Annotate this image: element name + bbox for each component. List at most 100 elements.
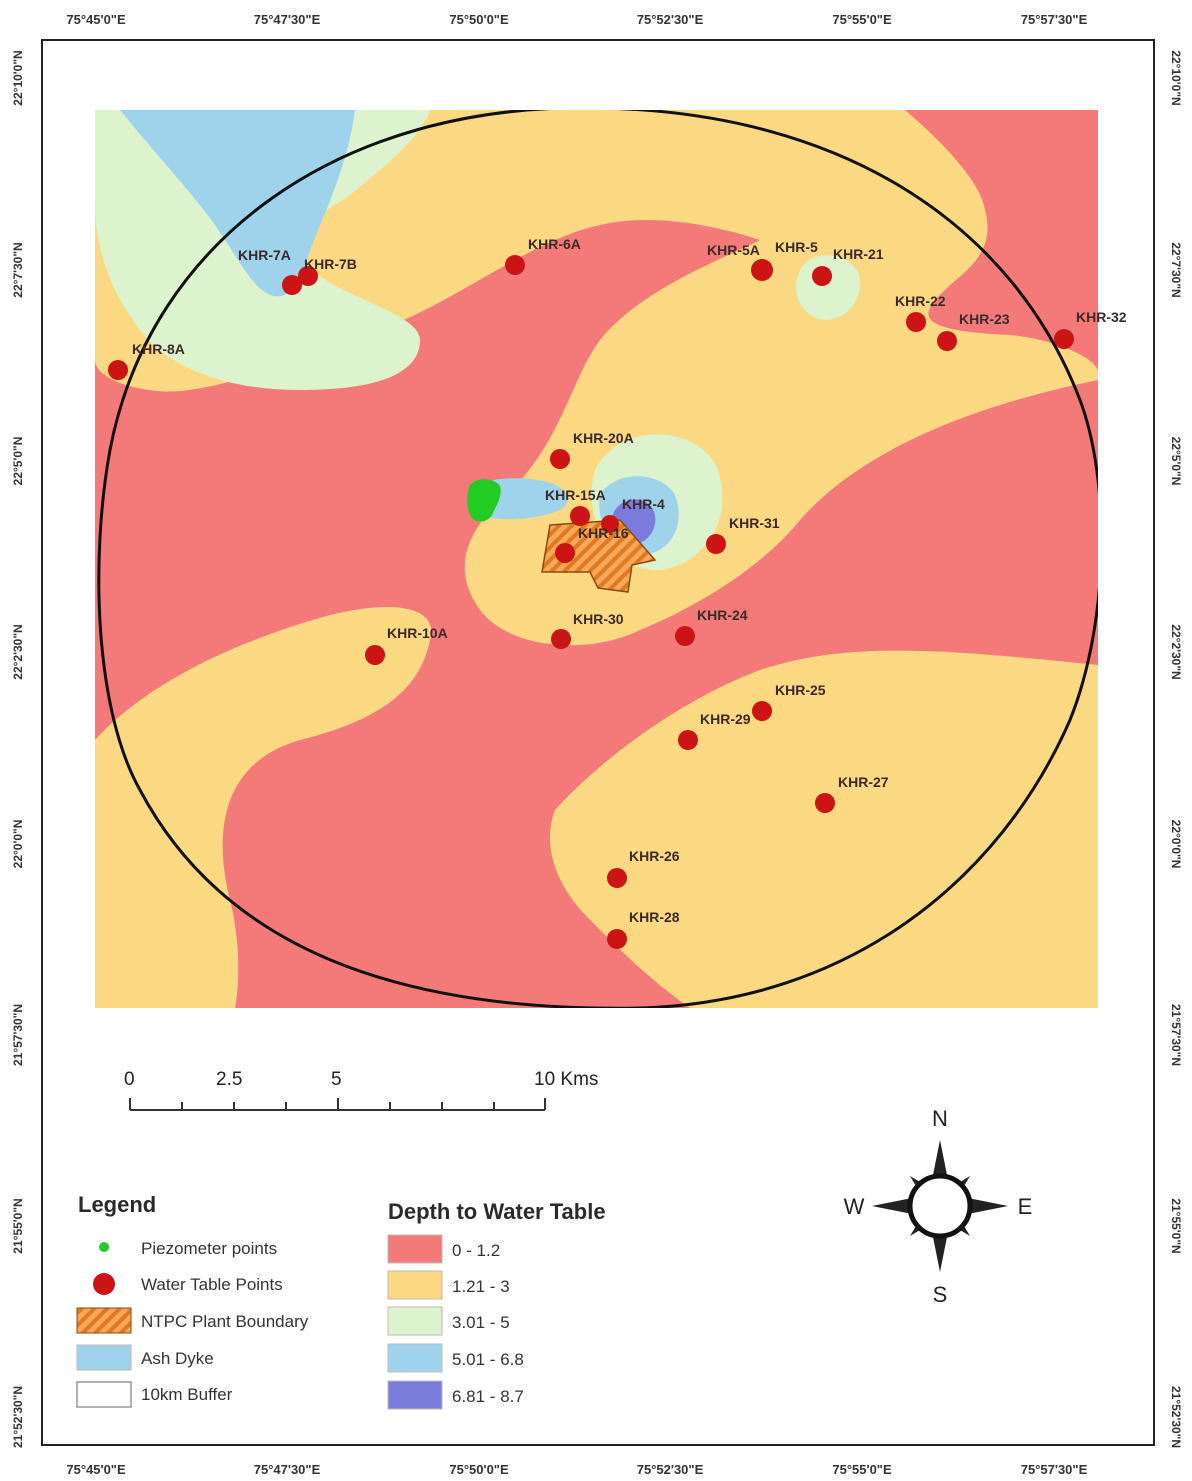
label-khr-27: KHR-27 bbox=[838, 774, 889, 790]
depth-class-5-swatch bbox=[387, 1380, 443, 1410]
point-khr-16[interactable] bbox=[555, 543, 575, 563]
bottom-tick-4: 75°52'30"E bbox=[637, 1462, 704, 1477]
label-khr-7b: KHR-7B bbox=[304, 256, 357, 272]
point-khr-15a[interactable] bbox=[570, 506, 590, 526]
point-khr-6a[interactable] bbox=[505, 255, 525, 275]
scale-label-10-kms: 10 Kms bbox=[534, 1069, 598, 1090]
legend: Legend Piezometer points Water Table Poi… bbox=[76, 1192, 309, 1408]
label-khr-31: KHR-31 bbox=[729, 515, 780, 531]
right-tick-5: 22°0'0"N bbox=[1169, 820, 1183, 869]
left-tick-8: 21°52'30"N bbox=[11, 1386, 25, 1448]
right-axis-labels: 22°10'0"N 22°7'30"N 22°5'0"N 22°2'30"N 2… bbox=[1169, 50, 1183, 1448]
right-tick-8: 21°52'30"N bbox=[1169, 1386, 1183, 1448]
compass-point-east bbox=[968, 1198, 1008, 1214]
piezometer-cluster bbox=[467, 479, 501, 522]
left-tick-4: 22°2'30"N bbox=[11, 624, 25, 679]
bottom-tick-5: 75°55'0"E bbox=[832, 1462, 892, 1477]
right-tick-1: 22°10'0"N bbox=[1169, 50, 1183, 105]
label-khr-20a: KHR-20A bbox=[573, 430, 634, 446]
left-tick-3: 22°5'0"N bbox=[11, 437, 25, 486]
compass-point-north bbox=[932, 1140, 948, 1180]
legend-ash-dyke-label: Ash Dyke bbox=[141, 1349, 214, 1368]
legend-water-table-label: Water Table Points bbox=[141, 1275, 283, 1294]
label-khr-32: KHR-32 bbox=[1076, 309, 1127, 325]
point-khr-29[interactable] bbox=[678, 730, 698, 750]
point-khr-27[interactable] bbox=[815, 793, 835, 813]
right-tick-4: 22°2'30"N bbox=[1169, 624, 1183, 679]
label-khr-29: KHR-29 bbox=[700, 711, 751, 727]
zone-3.01-5-khr5 bbox=[796, 255, 860, 320]
bottom-tick-3: 75°50'0"E bbox=[449, 1462, 509, 1477]
point-khr-22[interactable] bbox=[906, 312, 926, 332]
depth-legend: Depth to Water Table 0 - 1.2 1.21 - 3 3.… bbox=[387, 1199, 606, 1410]
right-tick-2: 22°7'30"N bbox=[1169, 242, 1183, 297]
compass-west-label: W bbox=[844, 1194, 865, 1219]
point-khr-24[interactable] bbox=[675, 626, 695, 646]
right-tick-7: 21°55'0"N bbox=[1169, 1198, 1183, 1253]
zone-1.21-3-north bbox=[95, 110, 1098, 646]
left-tick-5: 22°0'0"N bbox=[11, 820, 25, 869]
label-khr-28: KHR-28 bbox=[629, 909, 680, 925]
depth-class-4-label: 5.01 - 6.8 bbox=[452, 1350, 524, 1369]
compass-point-south bbox=[932, 1232, 948, 1272]
legend-buffer-label: 10km Buffer bbox=[141, 1385, 233, 1404]
top-tick-6: 75°57'30"E bbox=[1021, 12, 1088, 27]
left-axis-labels: 22°10'0"N 22°7'30"N 22°5'0"N 22°2'30"N 2… bbox=[11, 50, 25, 1448]
map-area bbox=[95, 110, 1098, 1008]
label-khr-24: KHR-24 bbox=[697, 607, 748, 623]
point-khr-5a[interactable] bbox=[751, 259, 773, 281]
zone-5.01-6.8-northwest bbox=[120, 110, 355, 297]
zone-1.21-3-west bbox=[95, 607, 432, 1008]
label-khr-21-north: KHR-21 bbox=[833, 246, 884, 262]
point-khr-32[interactable] bbox=[1054, 329, 1074, 349]
compass-rose: N S W E bbox=[844, 1106, 1033, 1307]
label-khr-4: KHR-4 bbox=[622, 496, 665, 512]
top-tick-5: 75°55'0"E bbox=[832, 12, 892, 27]
depth-class-3-label: 3.01 - 5 bbox=[452, 1313, 510, 1332]
ntpc-plant-boundary bbox=[541, 519, 657, 593]
top-axis-labels: 75°45'0"E 75°47'30"E 75°50'0"E 75°52'30"… bbox=[66, 12, 1087, 27]
left-tick-2: 22°7'30"N bbox=[11, 242, 25, 297]
point-khr-28[interactable] bbox=[607, 929, 627, 949]
point-khr-8a[interactable] bbox=[108, 360, 128, 380]
point-khr-30[interactable] bbox=[551, 629, 571, 649]
label-khr-8a: KHR-8A bbox=[132, 341, 185, 357]
point-khr-5[interactable] bbox=[812, 266, 832, 286]
left-tick-6: 21°57'30"N bbox=[11, 1004, 25, 1066]
left-tick-7: 21°55'0"N bbox=[11, 1198, 25, 1253]
compass-point-west bbox=[872, 1198, 912, 1214]
depth-class-1-label: 0 - 1.2 bbox=[452, 1241, 500, 1260]
depth-legend-title: Depth to Water Table bbox=[388, 1199, 606, 1224]
legend-buffer-symbol bbox=[76, 1381, 132, 1408]
point-khr-4[interactable] bbox=[601, 515, 619, 533]
bottom-tick-6: 75°57'30"E bbox=[1021, 1462, 1088, 1477]
right-tick-3: 22°5'0"N bbox=[1169, 437, 1183, 486]
depth-class-1-swatch bbox=[387, 1234, 443, 1264]
compass-ring bbox=[907, 1173, 973, 1239]
compass-north-label: N bbox=[932, 1106, 948, 1131]
label-khr-10a: KHR-10A bbox=[387, 625, 448, 641]
legend-piezometer-label: Piezometer points bbox=[141, 1239, 277, 1258]
top-tick-1: 75°45'0"E bbox=[66, 12, 126, 27]
depth-class-2-label: 1.21 - 3 bbox=[452, 1277, 510, 1296]
point-khr-10a[interactable] bbox=[365, 645, 385, 665]
label-khr-5a: KHR-5A bbox=[707, 242, 760, 258]
point-khr-23[interactable] bbox=[937, 331, 957, 351]
legend-ash-dyke-symbol bbox=[76, 1344, 132, 1371]
scale-label-5: 5 bbox=[331, 1069, 342, 1090]
label-khr-26: KHR-26 bbox=[629, 848, 680, 864]
map-frame bbox=[41, 39, 1155, 1446]
label-khr-22: KHR-22 bbox=[895, 293, 946, 309]
depth-class-4-swatch bbox=[387, 1343, 443, 1373]
point-khr-7b[interactable] bbox=[298, 266, 318, 286]
bottom-tick-2: 75°47'30"E bbox=[254, 1462, 321, 1477]
bottom-tick-1: 75°45'0"E bbox=[66, 1462, 126, 1477]
point-khr-7a[interactable] bbox=[282, 275, 302, 295]
point-khr-20a[interactable] bbox=[550, 449, 570, 469]
label-khr-5: KHR-5 bbox=[775, 239, 818, 255]
point-khr-25[interactable] bbox=[752, 701, 772, 721]
top-tick-2: 75°47'30"E bbox=[254, 12, 321, 27]
point-khr-31[interactable] bbox=[706, 534, 726, 554]
legend-piezometer-symbol bbox=[99, 1242, 109, 1252]
point-khr-26[interactable] bbox=[607, 868, 627, 888]
